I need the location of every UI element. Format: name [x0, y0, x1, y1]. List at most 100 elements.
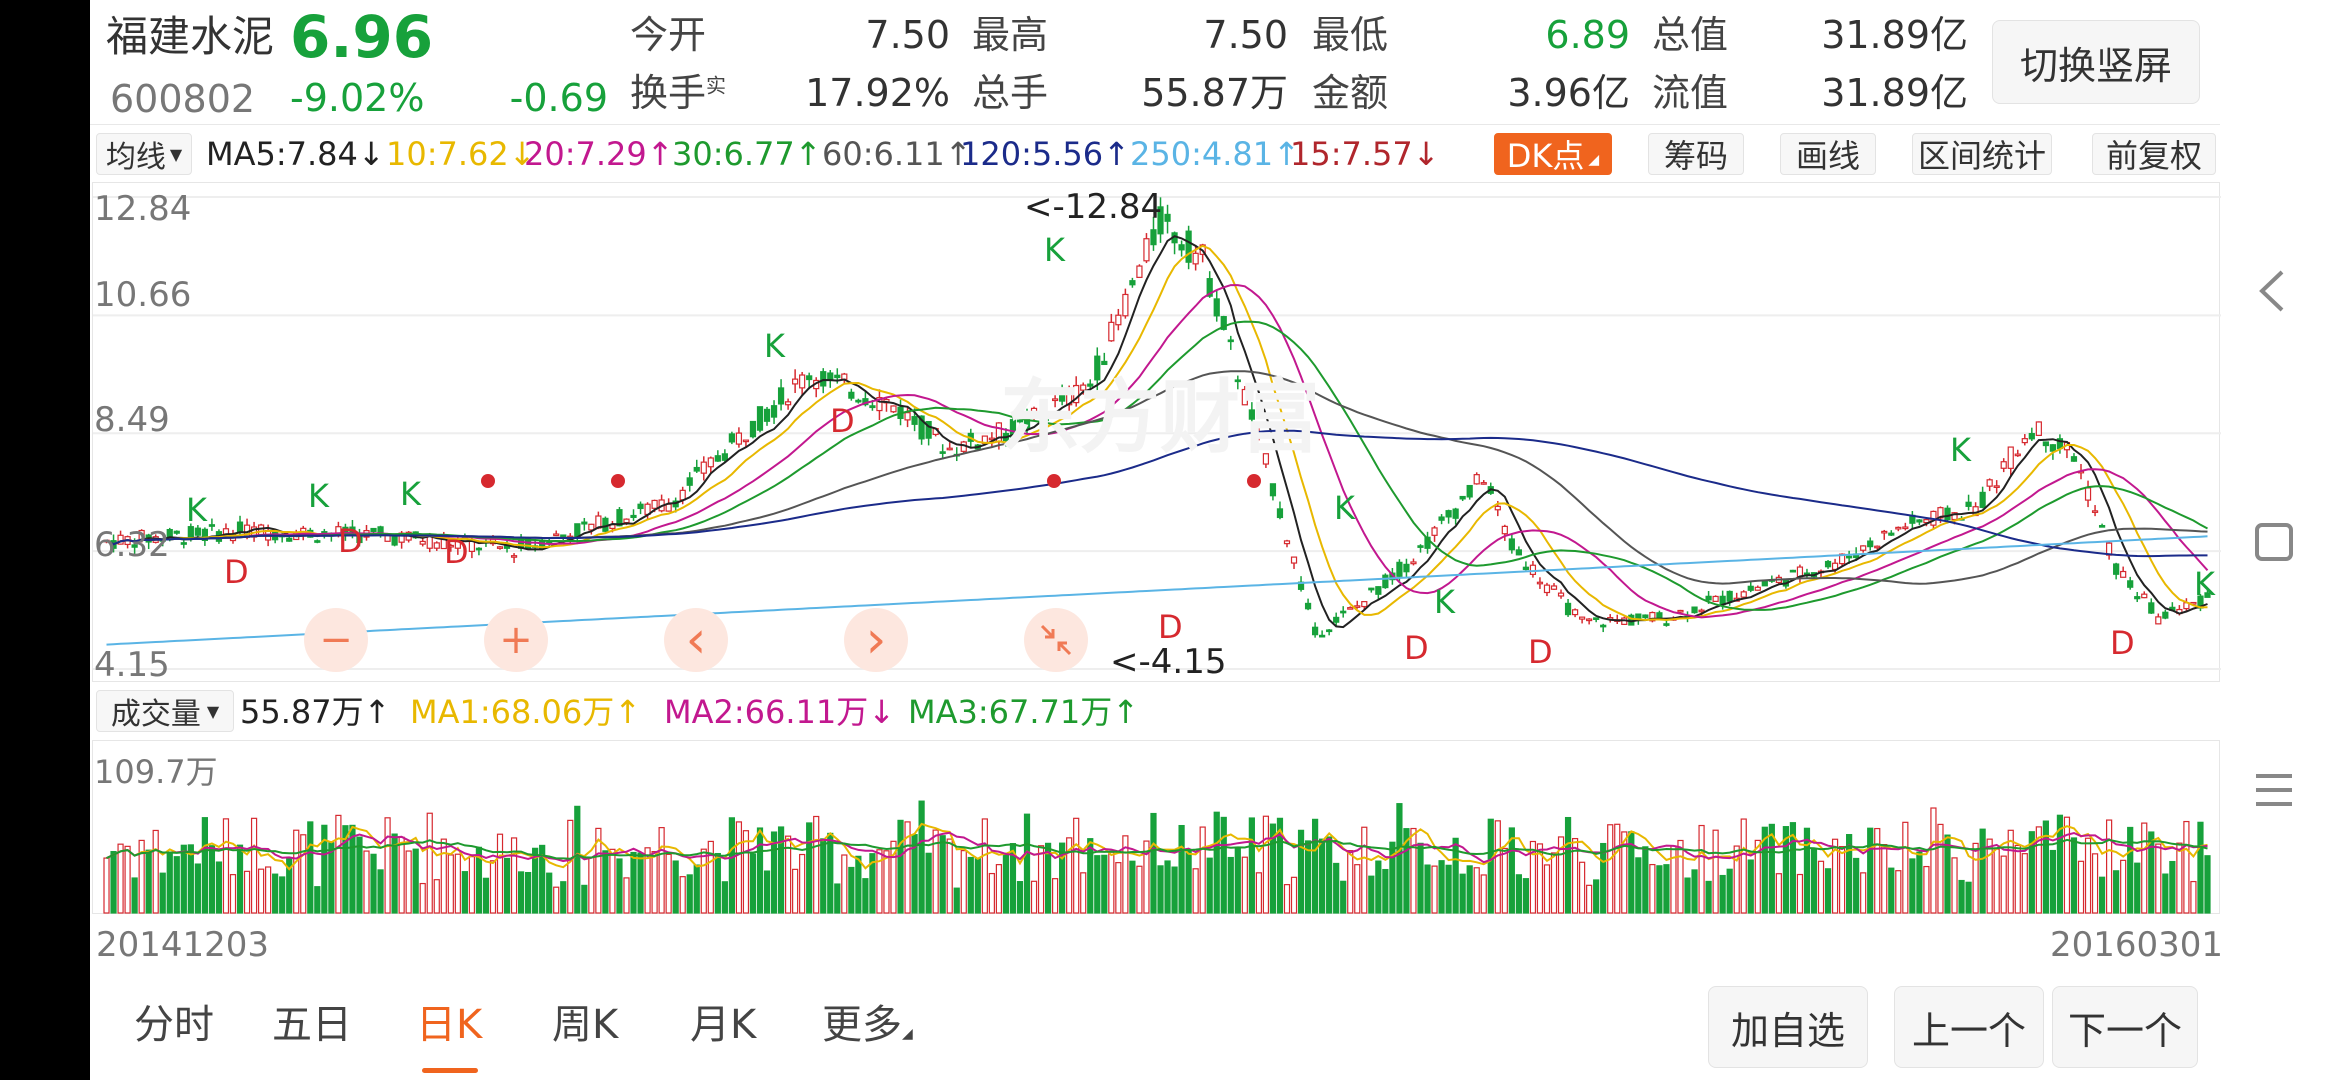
zoom-out-icon: − [319, 617, 353, 663]
start-date: 20141203 [96, 925, 270, 965]
volume-bar [2176, 842, 2183, 914]
volume-bar [2098, 876, 2106, 914]
volume-bar [1445, 864, 1452, 914]
square-icon[interactable] [2254, 522, 2294, 566]
chevron-left-icon[interactable] [2254, 266, 2290, 320]
volume-bar [883, 850, 890, 914]
candle-body [286, 537, 293, 542]
candle-body [2035, 421, 2042, 436]
forward-adjust-button[interactable]: 前复权 [2092, 133, 2216, 175]
menu-icon[interactable] [2254, 770, 2294, 814]
candle-body [1445, 510, 1452, 518]
candle-body [1164, 213, 1171, 222]
shrink-button[interactable] [1024, 608, 1088, 672]
volume-bar [1438, 860, 1445, 914]
volume-ma3-line [106, 838, 2208, 860]
volume-bar [813, 815, 820, 914]
chip-button[interactable]: 筹码 [1648, 133, 1744, 175]
scroll-left-button[interactable]: ‹ [664, 608, 728, 672]
volume-bar [960, 850, 967, 914]
candle-body [2127, 580, 2134, 588]
zoom-in-button[interactable]: + [484, 608, 548, 672]
volume-bar [1452, 837, 1459, 914]
candle-body [806, 375, 813, 381]
candle-body [1979, 491, 1986, 508]
candle-body [1593, 617, 1600, 620]
volume-bar [1775, 873, 1782, 914]
dk-point-button[interactable]: DK点 ◢ [1494, 133, 1612, 175]
candle-body [1150, 229, 1157, 246]
volume-bar [1319, 838, 1326, 914]
tab-more[interactable]: 更多◢ [822, 1002, 913, 1048]
volume-bar [2120, 859, 2127, 914]
volume-bar [2000, 855, 2007, 914]
switch-portrait-button[interactable]: 切换竖屏 [1992, 20, 2200, 104]
price-axis-label: 10.66 [94, 275, 192, 315]
volume-bar [1150, 812, 1157, 914]
volume-bar [2021, 853, 2028, 914]
volume-bar [1712, 829, 1719, 914]
volume-bar [1101, 854, 1108, 914]
k-marker: K [764, 327, 785, 365]
candle-body [1234, 379, 1241, 383]
volume-bar [377, 869, 384, 914]
kline-chart[interactable] [92, 182, 2221, 682]
candle-body [904, 412, 911, 421]
candle-body [1522, 566, 1530, 571]
add-watchlist-button[interactable]: 加自选 [1708, 986, 1868, 1068]
volume-bar [215, 861, 223, 914]
candle-body [1586, 618, 1593, 622]
volume-bar [342, 825, 349, 914]
amount-label: 金额 [1312, 71, 1389, 115]
tab-daily-k[interactable]: 日K [416, 1002, 483, 1048]
d-marker: D [2110, 624, 2135, 662]
candle-body [1023, 416, 1031, 429]
scroll-right-button[interactable]: › [844, 608, 908, 672]
candle-body [1157, 206, 1164, 235]
candle-body [693, 466, 700, 472]
volume-bar [1951, 857, 1958, 914]
volume-bar [1255, 872, 1262, 914]
ma5-value: MA5:7.84↓ [206, 135, 385, 173]
volume-bar [1564, 816, 1572, 914]
turnover-value: 17.92% [805, 71, 950, 115]
volume-chart[interactable] [92, 740, 2220, 914]
candle-body [1466, 484, 1473, 498]
candle-body [1571, 609, 1579, 616]
volume-selector[interactable]: 成交量 ▼ [96, 690, 234, 732]
volume-bar [117, 843, 124, 914]
candle-body [2162, 611, 2169, 619]
candle-body [1677, 609, 1684, 613]
volume-bar [468, 856, 476, 914]
draw-line-button[interactable]: 画线 [1780, 133, 1876, 175]
volume-bar [651, 850, 658, 914]
volume-bar [2084, 837, 2092, 914]
candle-body [1705, 595, 1712, 601]
candle-body [2098, 524, 2106, 528]
tab-five-day[interactable]: 五日 [272, 1002, 352, 1048]
ma60-value: 60:6.11↑ [822, 135, 972, 173]
volume-bar [1361, 826, 1368, 914]
tab-weekly-k[interactable]: 周K [552, 1002, 619, 1048]
tab-monthly-k[interactable]: 月K [690, 1002, 757, 1048]
candle-body [749, 420, 757, 438]
next-stock-button[interactable]: 下一个 [2052, 986, 2198, 1068]
volume-bar [1262, 815, 1270, 914]
candle-body [721, 453, 728, 461]
tab-intraday[interactable]: 分时 [134, 1002, 214, 1048]
k-marker: K [1434, 583, 1455, 621]
range-stats-button[interactable]: 区间统计 [1912, 133, 2052, 175]
volume-bar [356, 836, 363, 914]
ma20-value: 20:7.29↑ [524, 135, 674, 173]
volume-bar [1705, 880, 1712, 914]
volume-bar [1733, 845, 1740, 914]
previous-stock-button[interactable]: 上一个 [1894, 986, 2044, 1068]
volume-bar [1473, 867, 1480, 914]
volume-bar [946, 838, 953, 914]
ma-selector[interactable]: 均线 ▼ [96, 133, 192, 175]
price-axis-label: 12.84 [94, 189, 192, 229]
volume-bar [546, 872, 553, 914]
zoom-out-button[interactable]: − [304, 608, 368, 672]
volume-bar [1417, 842, 1424, 914]
candle-body [728, 433, 736, 443]
